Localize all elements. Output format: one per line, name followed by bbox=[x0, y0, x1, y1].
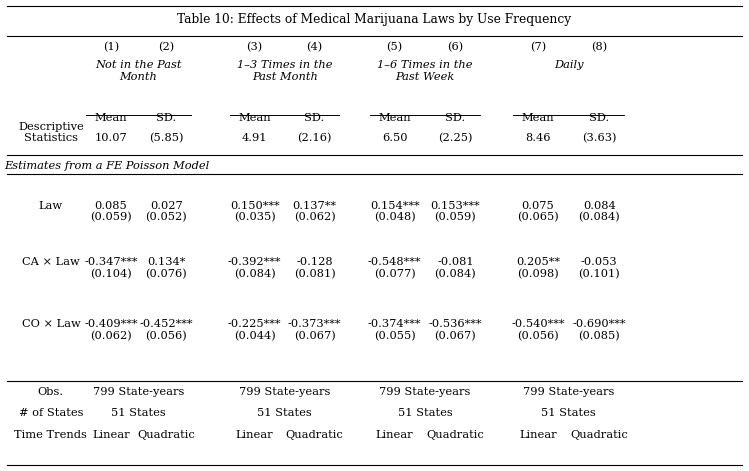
Text: (2.25): (2.25) bbox=[438, 133, 473, 143]
Text: 0.153***
(0.059): 0.153*** (0.059) bbox=[431, 201, 480, 223]
Text: Mean: Mean bbox=[94, 113, 127, 123]
Text: -0.540***
(0.056): -0.540*** (0.056) bbox=[511, 319, 565, 341]
Text: Table 10: Effects of Medical Marijuana Laws by Use Frequency: Table 10: Effects of Medical Marijuana L… bbox=[178, 13, 571, 26]
Text: SD.: SD. bbox=[589, 113, 610, 123]
Text: Quadratic: Quadratic bbox=[570, 430, 628, 440]
Text: -0.536***
(0.067): -0.536*** (0.067) bbox=[428, 319, 482, 341]
Text: -0.081
(0.084): -0.081 (0.084) bbox=[434, 257, 476, 279]
Text: 799 State-years: 799 State-years bbox=[523, 387, 614, 397]
Text: 51 States: 51 States bbox=[257, 408, 312, 418]
Text: Mean: Mean bbox=[378, 113, 411, 123]
Text: (5.85): (5.85) bbox=[149, 133, 184, 143]
Text: (3): (3) bbox=[246, 42, 263, 53]
Text: 1–6 Times in the
Past Week: 1–6 Times in the Past Week bbox=[377, 60, 473, 82]
Text: Linear: Linear bbox=[92, 430, 130, 440]
Text: 799 State-years: 799 State-years bbox=[93, 387, 184, 397]
Text: 799 State-years: 799 State-years bbox=[239, 387, 330, 397]
Text: Not in the Past
Month: Not in the Past Month bbox=[95, 60, 182, 82]
Text: Linear: Linear bbox=[236, 430, 273, 440]
Text: Quadratic: Quadratic bbox=[137, 430, 195, 440]
Text: 8.46: 8.46 bbox=[525, 133, 551, 143]
Text: (6): (6) bbox=[447, 42, 464, 53]
Text: -0.225***
(0.044): -0.225*** (0.044) bbox=[228, 319, 282, 341]
Text: 0.027
(0.052): 0.027 (0.052) bbox=[145, 201, 187, 223]
Text: 51 States: 51 States bbox=[398, 408, 452, 418]
Text: SD.: SD. bbox=[445, 113, 466, 123]
Text: Time Trends: Time Trends bbox=[14, 430, 88, 440]
Text: 0.205**
(0.098): 0.205** (0.098) bbox=[516, 257, 560, 279]
Text: (7): (7) bbox=[530, 42, 546, 53]
Text: Quadratic: Quadratic bbox=[426, 430, 485, 440]
Text: 0.085
(0.059): 0.085 (0.059) bbox=[90, 201, 132, 223]
Text: (1): (1) bbox=[103, 42, 119, 53]
Text: Quadratic: Quadratic bbox=[285, 430, 344, 440]
Text: 51 States: 51 States bbox=[111, 408, 166, 418]
Text: Obs.: Obs. bbox=[38, 387, 64, 397]
Text: 1–3 Times in the
Past Month: 1–3 Times in the Past Month bbox=[237, 60, 333, 82]
Text: Linear: Linear bbox=[519, 430, 557, 440]
Text: Estimates from a FE Poisson Model: Estimates from a FE Poisson Model bbox=[4, 161, 209, 171]
Text: -0.392***
(0.084): -0.392*** (0.084) bbox=[228, 257, 282, 279]
Text: Law: Law bbox=[39, 201, 63, 211]
Text: 0.084
(0.084): 0.084 (0.084) bbox=[578, 201, 620, 223]
Text: -0.452***
(0.056): -0.452*** (0.056) bbox=[139, 319, 193, 341]
Text: Mean: Mean bbox=[521, 113, 554, 123]
Text: Descriptive
Statistics: Descriptive Statistics bbox=[18, 122, 84, 143]
Text: CA × Law: CA × Law bbox=[22, 257, 80, 267]
Text: -0.374***
(0.055): -0.374*** (0.055) bbox=[368, 319, 422, 341]
Text: 6.50: 6.50 bbox=[382, 133, 407, 143]
Text: -0.373***
(0.067): -0.373*** (0.067) bbox=[288, 319, 342, 341]
Text: -0.128
(0.081): -0.128 (0.081) bbox=[294, 257, 336, 279]
Text: 0.150***
(0.035): 0.150*** (0.035) bbox=[230, 201, 279, 223]
Text: -0.053
(0.101): -0.053 (0.101) bbox=[578, 257, 620, 279]
Text: 0.134*
(0.076): 0.134* (0.076) bbox=[145, 257, 187, 279]
Text: 0.075
(0.065): 0.075 (0.065) bbox=[517, 201, 559, 223]
Text: Mean: Mean bbox=[238, 113, 271, 123]
Text: Daily: Daily bbox=[554, 60, 583, 70]
Text: SD.: SD. bbox=[156, 113, 177, 123]
Text: -0.690***
(0.085): -0.690*** (0.085) bbox=[572, 319, 626, 341]
Text: Linear: Linear bbox=[376, 430, 413, 440]
Text: (5): (5) bbox=[386, 42, 403, 53]
Text: (4): (4) bbox=[306, 42, 323, 53]
Text: (3.63): (3.63) bbox=[582, 133, 616, 143]
Text: 4.91: 4.91 bbox=[242, 133, 267, 143]
Text: 10.07: 10.07 bbox=[94, 133, 127, 143]
Text: -0.548***
(0.077): -0.548*** (0.077) bbox=[368, 257, 422, 279]
Text: SD.: SD. bbox=[304, 113, 325, 123]
Text: (2): (2) bbox=[158, 42, 175, 53]
Text: 0.154***
(0.048): 0.154*** (0.048) bbox=[370, 201, 419, 223]
Text: # of States: # of States bbox=[19, 408, 83, 418]
Text: (8): (8) bbox=[591, 42, 607, 53]
Text: -0.409***
(0.062): -0.409*** (0.062) bbox=[84, 319, 138, 341]
Text: (2.16): (2.16) bbox=[297, 133, 332, 143]
Text: 0.137**
(0.062): 0.137** (0.062) bbox=[293, 201, 336, 223]
Text: -0.347***
(0.104): -0.347*** (0.104) bbox=[84, 257, 138, 279]
Text: 51 States: 51 States bbox=[541, 408, 596, 418]
Text: 799 State-years: 799 State-years bbox=[380, 387, 470, 397]
Text: CO × Law: CO × Law bbox=[22, 319, 80, 329]
